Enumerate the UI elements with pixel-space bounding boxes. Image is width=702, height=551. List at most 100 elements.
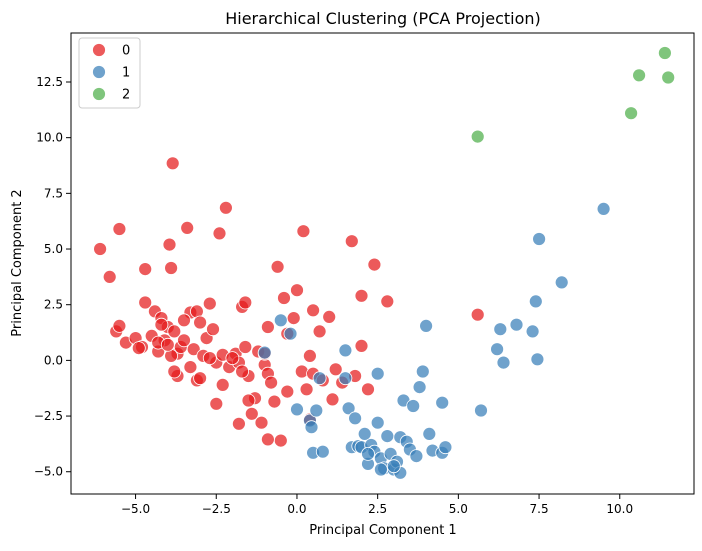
data-point xyxy=(532,232,546,246)
data-point xyxy=(202,296,217,311)
plot-frame xyxy=(70,32,695,495)
data-point xyxy=(341,401,356,416)
data-point xyxy=(138,295,153,310)
x-tick-label: −2.5 xyxy=(202,502,231,516)
y-axis: −5.0 −2.5 0.0 2.5 5.0 7.5 10.0 12.5 xyxy=(34,75,71,479)
data-point xyxy=(102,269,117,284)
data-point xyxy=(167,364,182,379)
x-tick-label: −5.0 xyxy=(121,502,150,516)
data-point xyxy=(338,343,353,358)
data-point xyxy=(299,382,314,397)
data-point xyxy=(438,440,453,455)
data-point xyxy=(409,449,424,464)
series-2 xyxy=(470,46,676,144)
data-point xyxy=(302,348,317,363)
data-point xyxy=(264,375,279,390)
data-point xyxy=(164,261,179,275)
legend-marker xyxy=(92,65,106,79)
data-point xyxy=(267,394,282,409)
data-point xyxy=(165,156,180,171)
data-point xyxy=(238,340,253,354)
data-point xyxy=(112,318,127,333)
legend-label: 0 xyxy=(122,44,130,59)
data-point xyxy=(183,360,198,375)
data-point xyxy=(525,324,540,339)
x-tick-label: 10.0 xyxy=(606,502,633,516)
data-point xyxy=(244,406,259,421)
data-point xyxy=(373,462,388,477)
legend-label: 1 xyxy=(122,66,130,81)
y-tick-label: 2.5 xyxy=(44,298,63,312)
data-point xyxy=(186,342,201,357)
data-point xyxy=(422,426,437,441)
data-point xyxy=(283,326,298,341)
x-axis: −5.0 −2.5 0.0 2.5 5.0 7.5 10.0 xyxy=(121,494,633,516)
data-point xyxy=(218,200,233,215)
data-point xyxy=(370,415,385,430)
data-point xyxy=(530,352,545,367)
data-point xyxy=(509,317,524,332)
legend-item: 0 xyxy=(92,43,130,59)
y-tick-label: 12.5 xyxy=(36,75,63,89)
x-tick-label: 5.0 xyxy=(449,502,468,516)
data-point xyxy=(338,371,353,386)
data-point xyxy=(162,237,177,252)
data-point xyxy=(241,393,256,408)
data-point xyxy=(273,313,288,328)
y-tick-label: 5.0 xyxy=(44,242,63,256)
data-point xyxy=(193,371,208,386)
legend-marker xyxy=(92,87,106,101)
data-point xyxy=(202,351,217,366)
data-point xyxy=(325,392,340,407)
data-point xyxy=(290,402,304,417)
legend-label: 2 xyxy=(122,88,130,103)
y-tick-label: 7.5 xyxy=(44,186,63,200)
data-point xyxy=(496,355,511,370)
data-point xyxy=(470,129,485,144)
x-tick-label: 0.0 xyxy=(287,502,306,516)
data-point xyxy=(415,364,430,379)
y-tick-label: −2.5 xyxy=(34,409,63,423)
data-point xyxy=(412,380,427,395)
data-point xyxy=(277,291,291,305)
data-point xyxy=(354,288,369,303)
data-point xyxy=(180,220,195,235)
series-1 xyxy=(257,201,611,480)
data-point xyxy=(528,294,543,309)
data-point xyxy=(406,399,421,413)
data-point xyxy=(93,242,107,256)
data-point xyxy=(361,446,375,461)
data-point xyxy=(344,234,359,249)
data-point xyxy=(309,403,324,418)
data-point xyxy=(225,351,240,366)
data-point xyxy=(193,315,208,330)
chart-title: Hierarchical Clustering (PCA Projection) xyxy=(225,9,541,28)
data-point xyxy=(322,309,337,324)
data-point xyxy=(370,366,385,381)
data-point xyxy=(304,420,319,435)
data-point xyxy=(206,322,220,337)
data-point xyxy=(470,307,485,322)
legend-marker xyxy=(92,43,106,57)
data-point xyxy=(286,311,301,326)
data-point xyxy=(160,337,175,352)
data-point xyxy=(254,415,269,430)
data-point xyxy=(270,259,285,274)
x-tick-label: 2.5 xyxy=(368,502,387,516)
data-point xyxy=(209,396,224,411)
data-point xyxy=(296,224,311,239)
data-point xyxy=(490,342,505,357)
data-point xyxy=(354,338,369,353)
data-point xyxy=(312,371,327,386)
data-point xyxy=(306,303,321,318)
data-point xyxy=(112,222,127,236)
data-point xyxy=(312,324,327,339)
data-point xyxy=(357,426,372,441)
data-point xyxy=(294,364,309,379)
data-point xyxy=(632,68,646,83)
data-point xyxy=(419,318,434,333)
data-point xyxy=(138,262,153,277)
data-point xyxy=(177,313,191,328)
data-point xyxy=(493,322,508,337)
